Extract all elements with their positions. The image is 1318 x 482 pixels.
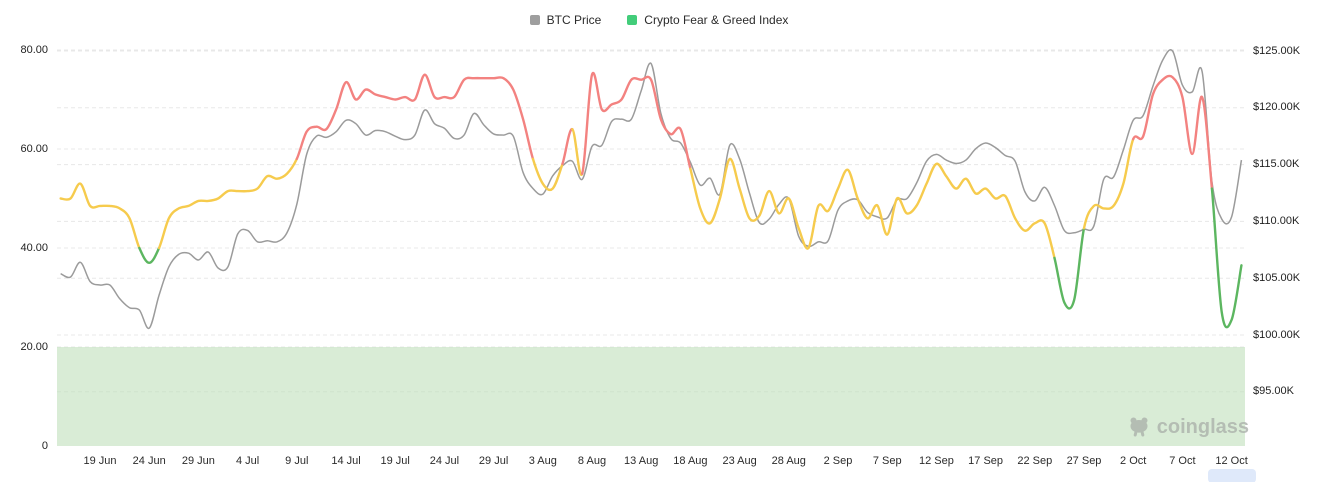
fear-greed-line-segment <box>1132 74 1214 190</box>
x-axis: 19 Jun 24 Jun 29 Jun 4 Jul 9 Jul 14 Jul 19 Jul… <box>0 453 1318 482</box>
y-axis-right-label: $100.00K <box>1253 328 1301 341</box>
fear-greed-swatch-icon <box>627 15 638 25</box>
x-axis-label: 24 Jul <box>429 455 460 467</box>
fear-greed-line-segment <box>689 157 1056 260</box>
btc-price-line <box>60 49 1243 329</box>
y-axis-left-label: 80.00 <box>20 43 48 56</box>
legend-label-btc-price: BTC Price <box>546 13 602 27</box>
x-axis-label: 12 Sep <box>918 455 954 467</box>
x-axis-label: 29 Jun <box>181 455 215 467</box>
x-axis-label: 23 Aug <box>722 455 757 467</box>
x-axis-label: 2 Sep <box>823 455 853 467</box>
x-axis-label: 2 Oct <box>1120 455 1147 467</box>
btc-price-swatch-icon <box>529 15 540 25</box>
legend-item-btc-price[interactable]: BTC Price <box>529 13 602 27</box>
x-axis-label: 4 Jul <box>235 455 260 467</box>
x-axis-label: 7 Oct <box>1169 455 1196 467</box>
y-axis-right-label: $105.00K <box>1253 271 1301 284</box>
fear-greed-line-segment <box>580 71 692 175</box>
x-axis-label: 19 Jun <box>83 455 117 467</box>
fear-greed-line-segment <box>138 246 161 265</box>
fear-greed-line-segment <box>157 157 298 250</box>
x-axis-label: 27 Sep <box>1066 455 1102 467</box>
x-axis-label: 8 Aug <box>577 455 607 467</box>
fear-greed-line-segment <box>1053 227 1086 310</box>
x-axis-label: 3 Aug <box>528 455 557 467</box>
fear-greed-line-segment <box>1210 187 1243 329</box>
y-axis-left-label: 60.00 <box>20 142 48 155</box>
x-axis-label: 17 Sep <box>968 455 1004 467</box>
legend-label-fear-greed: Crypto Fear & Greed Index <box>644 13 789 27</box>
selected-date-highlight <box>1207 469 1256 482</box>
fear-greed-line-segment <box>561 127 574 166</box>
coinglass-watermark: coinglass <box>1127 412 1249 442</box>
fear-greed-line-segment <box>295 73 535 161</box>
x-axis-label: 18 Aug <box>673 455 708 467</box>
legend-item-fear-greed[interactable]: Crypto Fear & Greed Index <box>627 13 788 27</box>
fear-zone-band <box>57 347 1245 446</box>
y-axis-left-label: 20.00 <box>20 340 48 353</box>
y-axis-right: $125.00K $120.00K $115.00K $110.00K $105.00K… <box>1253 0 1318 482</box>
fear-greed-line-segment <box>571 127 584 176</box>
fear-greed-line-segment <box>59 182 141 250</box>
x-axis-label: 7 Sep <box>872 455 902 467</box>
y-axis-right-label: $125.00K <box>1253 44 1301 57</box>
y-axis-left-label: 0 <box>41 439 48 452</box>
x-axis-label: 9 Jul <box>285 455 309 467</box>
y-axis-left: 80.00 60.00 40.00 20.00 0 <box>0 0 48 482</box>
y-axis-right-label: $95.00K <box>1253 385 1294 398</box>
x-axis-label: 29 Jul <box>478 455 509 467</box>
y-axis-right-label: $110.00K <box>1253 214 1300 227</box>
y-axis-right-label: $115.00K <box>1253 158 1300 171</box>
x-axis-label: 14 Jul <box>331 455 361 467</box>
x-axis-label: 24 Jun <box>132 455 166 467</box>
x-axis-label: 28 Aug <box>771 455 806 467</box>
coinglass-watermark-text: coinglass <box>1156 415 1249 438</box>
fear-greed-line-segment <box>1082 137 1135 230</box>
y-axis-left-label: 40.00 <box>20 241 48 254</box>
x-axis-label: 19 Jul <box>380 455 410 467</box>
fear-greed-line-segment <box>531 157 564 192</box>
x-axis-label: 22 Sep <box>1017 455 1053 467</box>
x-axis-label: 13 Aug <box>624 455 659 467</box>
chart-legend: BTC Price Crypto Fear & Greed Index <box>0 13 1318 27</box>
y-axis-right-label: $120.00K <box>1253 101 1301 114</box>
coinglass-logo-icon <box>1130 417 1148 437</box>
x-axis-label: 12 Oct <box>1215 455 1248 467</box>
